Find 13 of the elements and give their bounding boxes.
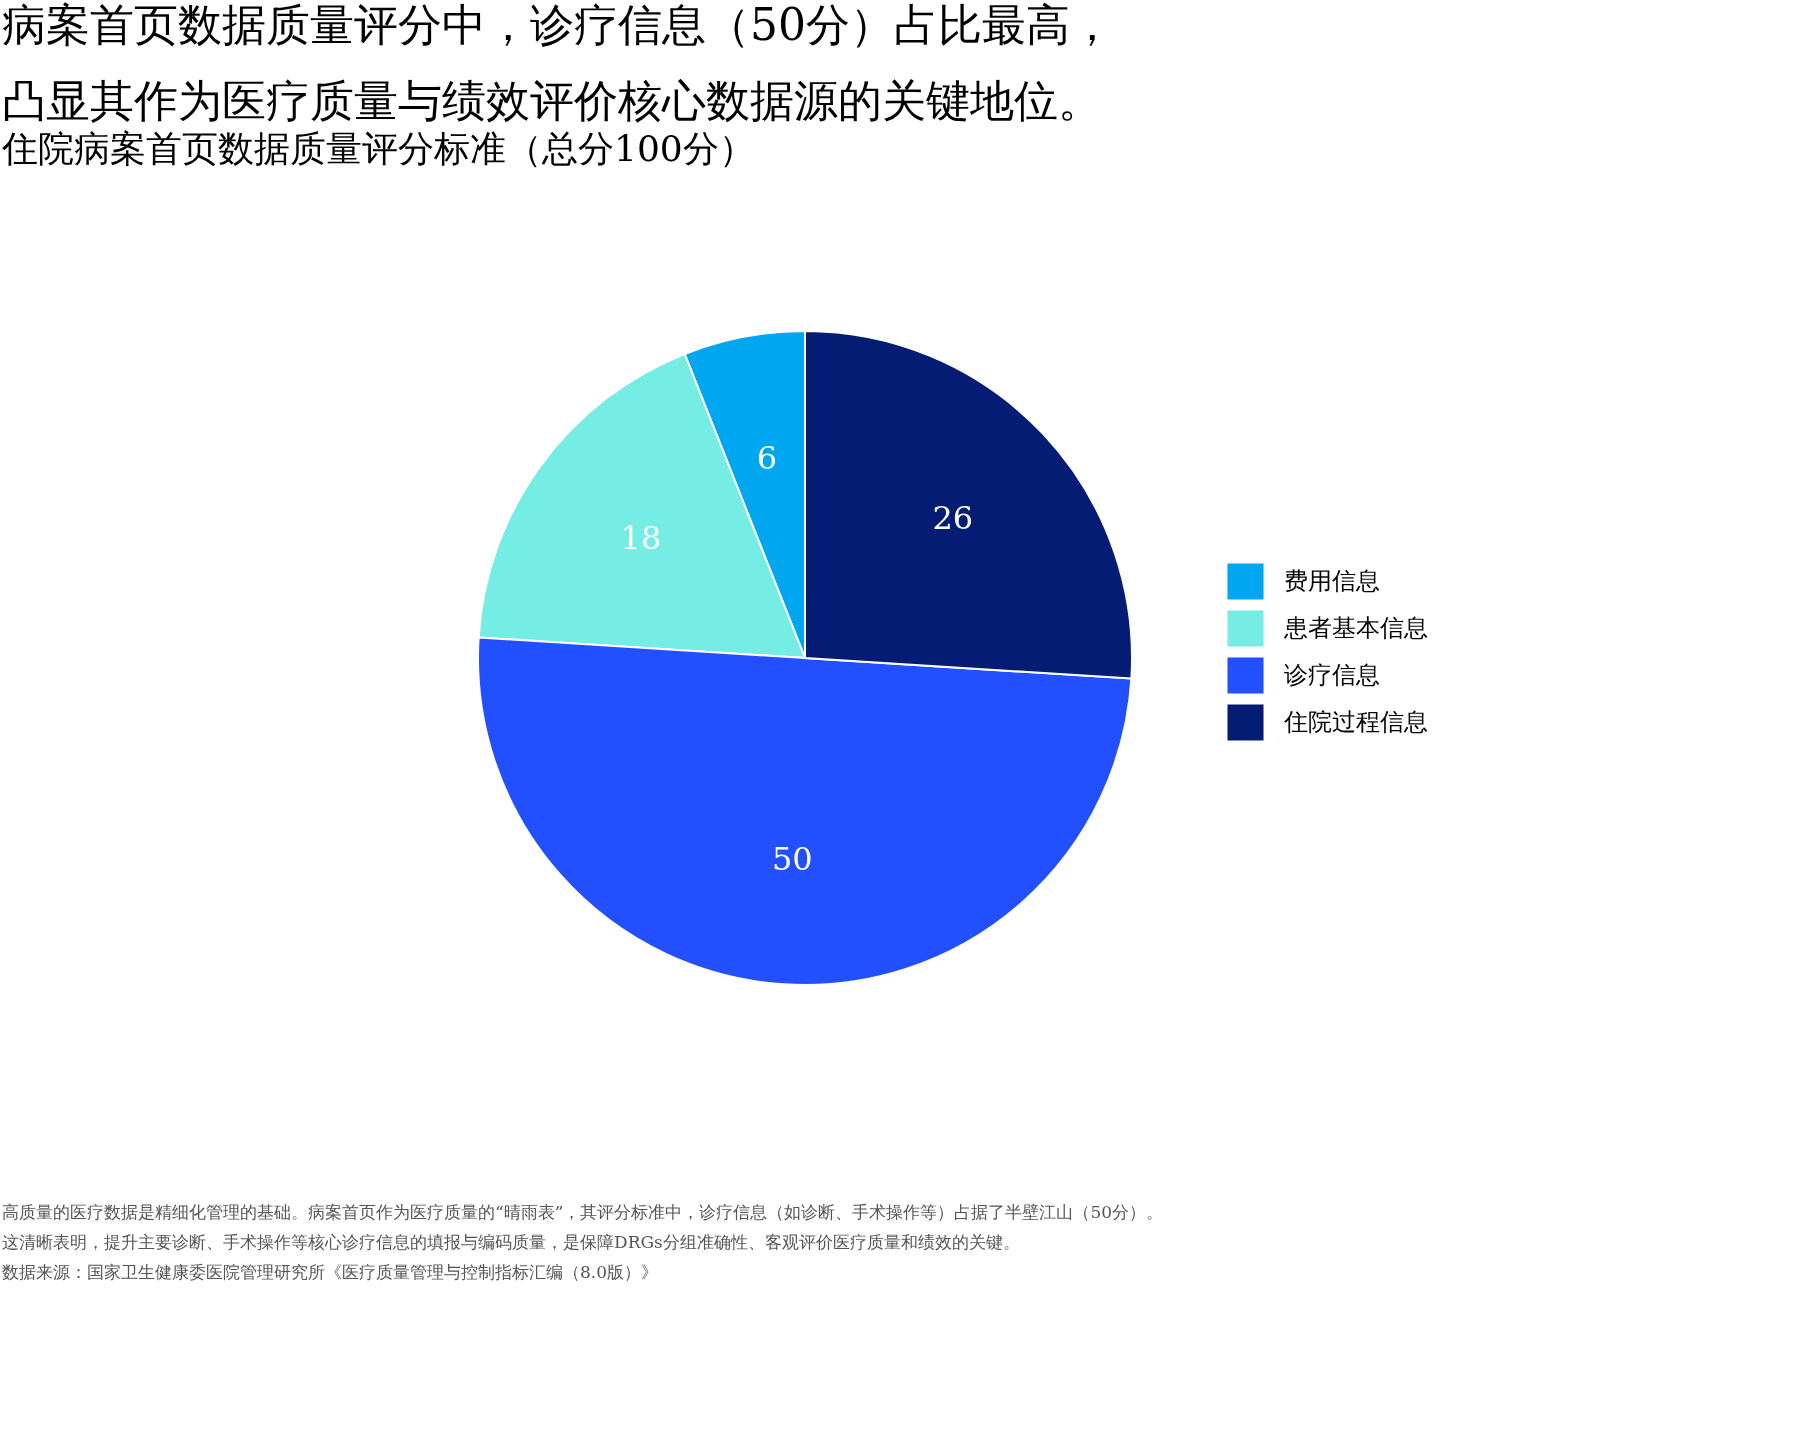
legend-label: 诊疗信息	[1284, 660, 1380, 689]
data-label: 6	[756, 438, 778, 477]
text: 这清晰表明，提升主要诊断、手术操作等核心诊疗信息的填报与编码质量，是保障DRGs分组准确性、客观评价医疗质量和绩效的关键。	[2, 1232, 1020, 1252]
legend-label: 住院过程信息	[1283, 707, 1428, 736]
legend-label: 费用信息	[1284, 566, 1380, 595]
legend-label: 患者基本信息	[1283, 613, 1428, 642]
data-label: 18	[620, 518, 662, 557]
chart-subtitle: 住院病案首页数据质量评分标准（总分100分）	[1, 128, 755, 169]
source-note: 数据来源：国家卫生健康委医院管理研究所《医疗质量管理与控制指标汇编（8.0版）》	[2, 1262, 659, 1282]
chart-title: 病案首页数据质量评分中，诊疗信息（50分）占比最高，凸显其作为医疗质量与绩效评价核心数据源的关键地位。	[2, 0, 1114, 126]
text: 高质量的医疗数据是精细化管理的基础。病案首页作为医疗质量的“晴雨表”，其评分标准中，诊疗信息（如诊断、手术操作等）占据了半壁江山（50分）。	[2, 1202, 1164, 1222]
data-label: 50	[771, 840, 813, 879]
data-label: 26	[932, 499, 974, 538]
